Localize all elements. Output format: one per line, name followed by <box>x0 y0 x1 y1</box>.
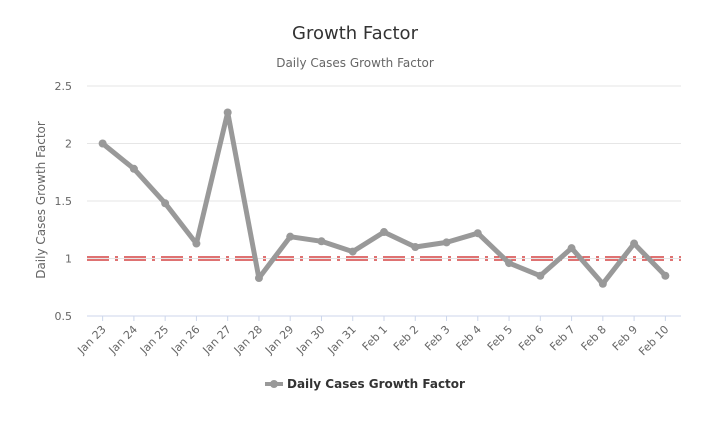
y-tick-label: 1 <box>65 253 72 266</box>
y-tick-label: 1.5 <box>55 195 73 208</box>
data-point[interactable] <box>567 244 576 253</box>
data-point[interactable] <box>473 229 482 238</box>
x-tick-label: Jan 27 <box>200 323 234 357</box>
x-tick-label: Jan 31 <box>325 323 359 357</box>
x-tick-label: Feb 3 <box>422 323 452 353</box>
data-point[interactable] <box>598 279 607 288</box>
data-point[interactable] <box>411 243 420 251</box>
x-tick-label: Feb 8 <box>579 323 609 353</box>
data-point[interactable] <box>317 237 326 246</box>
x-tick-label: Feb 7 <box>547 323 577 353</box>
legend-label[interactable]: Daily Cases Growth Factor <box>287 377 465 391</box>
y-axis-ticks: 0.5 1 1.5 2 2.5 <box>55 80 73 323</box>
x-tick-label: Feb 4 <box>454 323 484 353</box>
x-tick-label: Jan 25 <box>137 323 171 357</box>
chart-title: Growth Factor <box>292 23 419 44</box>
y-axis-label: Daily Cases Growth Factor <box>34 121 48 279</box>
x-tick-label: Jan 29 <box>262 323 296 357</box>
data-point[interactable] <box>630 239 639 248</box>
data-point[interactable] <box>98 139 107 148</box>
x-tick-label: Jan 23 <box>74 323 108 357</box>
data-point[interactable] <box>505 259 514 268</box>
x-tick-label: Feb 1 <box>360 323 390 353</box>
x-tick-label: Jan 26 <box>168 323 202 357</box>
x-tick-label: Feb 10 <box>636 323 671 358</box>
data-point[interactable] <box>192 239 201 248</box>
x-tick-label: Feb 2 <box>391 323 421 353</box>
series-group <box>98 108 670 288</box>
x-tick-label: Jan 24 <box>106 323 140 357</box>
data-point[interactable] <box>661 271 670 280</box>
data-point[interactable] <box>223 108 232 117</box>
x-tick-label: Jan 28 <box>231 323 265 357</box>
data-point[interactable] <box>348 247 357 256</box>
x-tick-label: Feb 5 <box>485 323 515 353</box>
data-point[interactable] <box>442 238 451 247</box>
y-tick-label: 0.5 <box>55 310 73 323</box>
data-point[interactable] <box>380 228 388 237</box>
x-tick-label: Feb 6 <box>516 323 546 353</box>
data-point[interactable] <box>254 274 263 283</box>
y-tick-label: 2.5 <box>55 80 73 93</box>
grid-lines <box>87 85 681 317</box>
data-point[interactable] <box>161 199 170 208</box>
y-tick-label: 2 <box>65 138 72 151</box>
legend[interactable]: Daily Cases Growth Factor <box>265 377 465 391</box>
legend-marker-symbol <box>270 380 278 388</box>
data-point[interactable] <box>129 164 138 173</box>
x-tick-label: Jan 30 <box>293 323 327 357</box>
data-point[interactable] <box>286 232 295 241</box>
chart-subtitle: Daily Cases Growth Factor <box>276 56 434 70</box>
data-point[interactable] <box>536 271 545 280</box>
